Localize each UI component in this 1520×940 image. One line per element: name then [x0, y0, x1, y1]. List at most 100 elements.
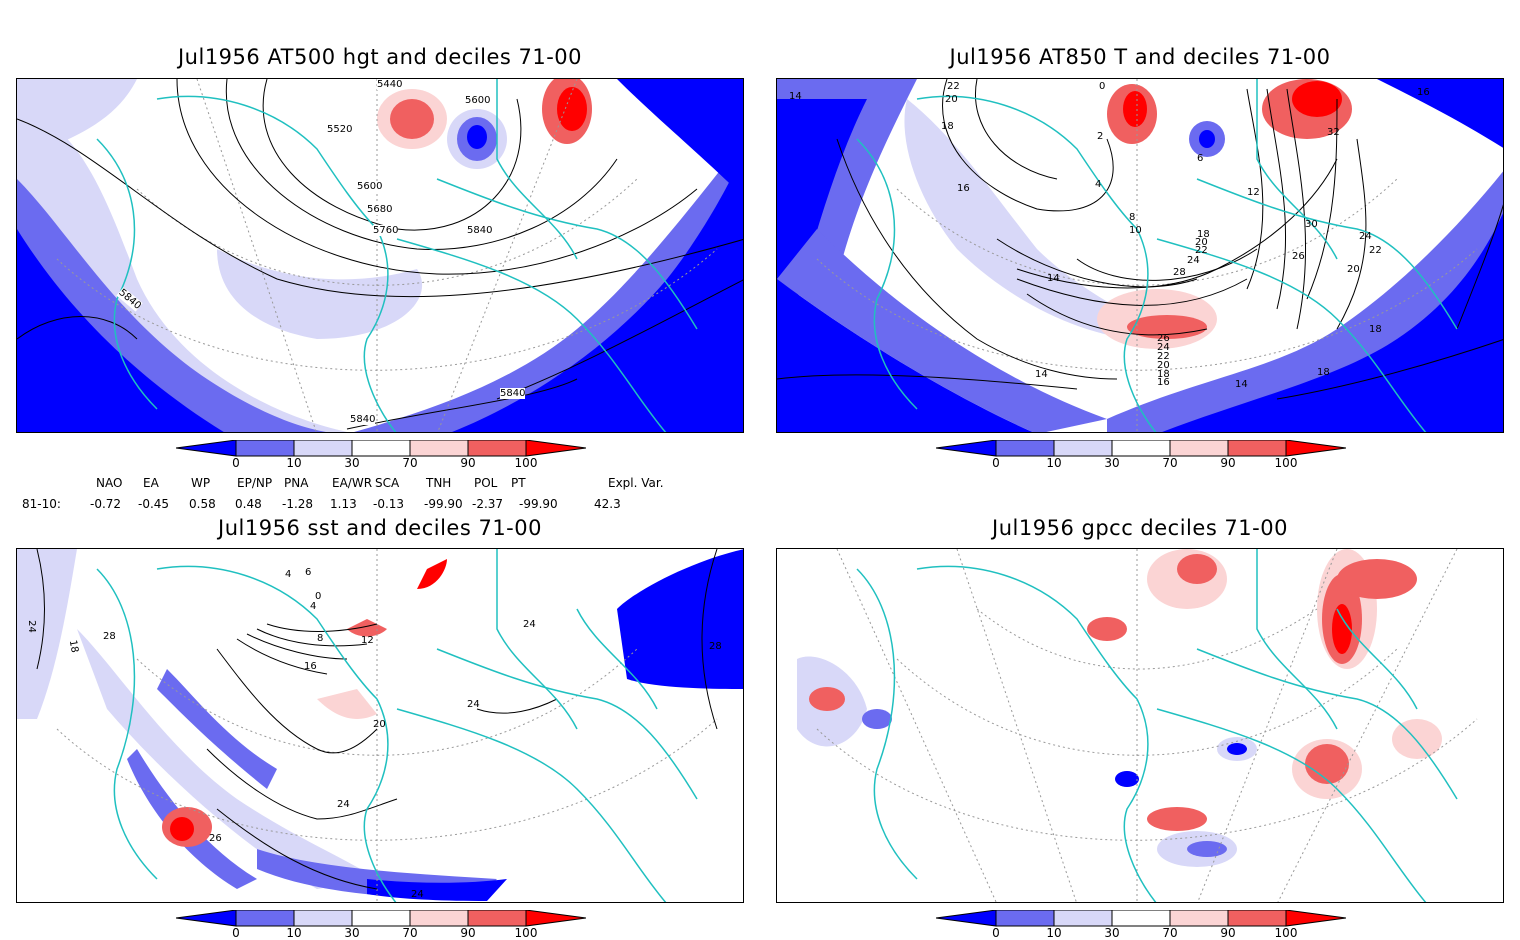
contour-label: 8 — [317, 633, 324, 644]
index-header: EA/WR — [332, 476, 373, 490]
colorbar-tick-label: 0 — [232, 456, 240, 470]
index-header: PNA — [284, 476, 309, 490]
contour-label: 18 — [1317, 367, 1330, 378]
colorbar-segment — [525, 910, 586, 927]
contour-label: 32 — [1327, 127, 1340, 138]
colorbar-segment — [1285, 440, 1346, 457]
index-value: -99.90 — [519, 497, 558, 511]
colorbar: 0 10 30 70 90 100 — [936, 910, 1346, 940]
contour-label: 4 — [285, 569, 292, 580]
index-header: POL — [474, 476, 498, 490]
contour-label: 22 — [1369, 245, 1382, 256]
contour-label: 22 — [1157, 351, 1170, 362]
contour-label: 22 — [947, 81, 960, 92]
colorbar-segment — [467, 910, 527, 927]
contour-label: 24 — [467, 699, 480, 710]
index-value: -99.90 — [424, 497, 463, 511]
contour-label: 20 — [373, 719, 386, 730]
contour-label: 14 — [1035, 369, 1048, 380]
colorbar-svg — [176, 910, 586, 927]
map-svg — [777, 549, 1503, 902]
colorbar-segment — [1111, 910, 1171, 927]
colorbar-segment — [936, 440, 997, 457]
contour-label: 20 — [1157, 360, 1170, 371]
contour-label: 20 — [945, 94, 958, 105]
colorbar-tick-label: 30 — [1104, 456, 1120, 470]
contour-label: 4 — [1095, 179, 1102, 190]
colorbar-segment — [936, 910, 997, 927]
index-value: -0.45 — [138, 497, 170, 511]
index-header: EP/NP — [237, 476, 273, 490]
contour-label: 0 — [315, 591, 322, 602]
contour-label: 18 — [941, 121, 954, 132]
map-t850: 22 20 18 16 14 0 2 4 6 8 10 12 18 20 22 … — [776, 78, 1504, 433]
contour-label: 5680 — [367, 204, 393, 215]
colorbar-segment — [176, 440, 237, 457]
colorbar-tick-label: 0 — [232, 926, 240, 940]
index-header: PT — [511, 476, 526, 490]
index-value: -0.72 — [90, 497, 122, 511]
contour-label: 18 — [1197, 229, 1210, 240]
contour-label: 24 — [1157, 342, 1170, 353]
colorbar-segment — [995, 440, 1055, 457]
map-gpcc — [776, 548, 1504, 903]
index-value: 42.3 — [594, 497, 621, 511]
contour-label: 26 — [1292, 251, 1305, 262]
colorbar-tick-label: 70 — [402, 456, 418, 470]
colorbar-svg — [936, 440, 1346, 457]
colorbar-tick-label: 100 — [514, 456, 538, 470]
colorbar: 0 10 30 70 90 100 — [176, 440, 586, 472]
index-header: WP — [191, 476, 211, 490]
colorbar-segment — [409, 910, 469, 927]
contour-label: 28 — [103, 631, 116, 642]
contour-label: 5840 — [500, 388, 526, 399]
contour-label: 14 — [789, 91, 802, 102]
colorbar: 0 10 30 70 90 100 — [936, 440, 1346, 472]
panel-title: Jul1956 AT850 T and deciles 71-00 — [949, 45, 1331, 69]
colorbar-segment — [409, 440, 469, 457]
colorbar-segment — [1285, 910, 1346, 927]
contour-label: 5440 — [377, 79, 403, 90]
index-header: SCA — [375, 476, 400, 490]
contour-label: 24 — [337, 799, 350, 810]
contour-label: 28 — [1173, 267, 1186, 278]
contour-label: 0 — [1099, 81, 1106, 92]
contour-label: 26 — [1157, 333, 1170, 344]
contour-label: 8 — [1129, 212, 1136, 223]
index-value: 0.48 — [235, 497, 262, 511]
map-svg — [777, 79, 1503, 432]
contour-label: 14 — [1235, 379, 1248, 390]
colorbar-tick-label: 70 — [1162, 926, 1178, 940]
colorbar-tick-label: 90 — [460, 456, 476, 470]
contour-label: 5600 — [357, 181, 383, 192]
colorbar-segment — [235, 440, 295, 457]
contour-label: 4 — [310, 601, 317, 612]
contour-label: 5840 — [467, 225, 493, 236]
contour-label: 16 — [304, 661, 317, 672]
index-value: -0.13 — [373, 497, 405, 511]
colorbar-tick-label: 90 — [460, 926, 476, 940]
index-value: 1.13 — [330, 497, 357, 511]
contour-label: 24 — [523, 619, 536, 630]
colorbar-tick-label: 30 — [344, 926, 360, 940]
colorbar-svg — [176, 440, 586, 457]
colorbar-segment — [467, 440, 527, 457]
contour-label: 5840 — [350, 414, 376, 425]
panel-title: Jul1956 sst and deciles 71-00 — [218, 516, 542, 540]
colorbar-tick-label: 30 — [1104, 926, 1120, 940]
colorbar-segment — [293, 440, 353, 457]
colorbar-tick-label: 100 — [1274, 456, 1298, 470]
colorbar-tick-label: 90 — [1220, 456, 1236, 470]
contour-label: 5760 — [373, 225, 399, 236]
index-value: -2.37 — [472, 497, 504, 511]
index-row-label: 81-10: — [22, 497, 61, 511]
index-header: EA — [143, 476, 159, 490]
panel-title: Jul1956 AT500 hgt and deciles 71-00 — [177, 45, 583, 69]
colorbar-segment — [1053, 910, 1113, 927]
contour-label: 16 — [1157, 377, 1170, 388]
contour-label: 26 — [209, 833, 222, 844]
contour-label: 24 — [1187, 255, 1200, 266]
contour-label: 18 — [66, 639, 80, 654]
contour-label: 5520 — [327, 124, 353, 135]
contour-label: 30 — [1305, 219, 1318, 230]
